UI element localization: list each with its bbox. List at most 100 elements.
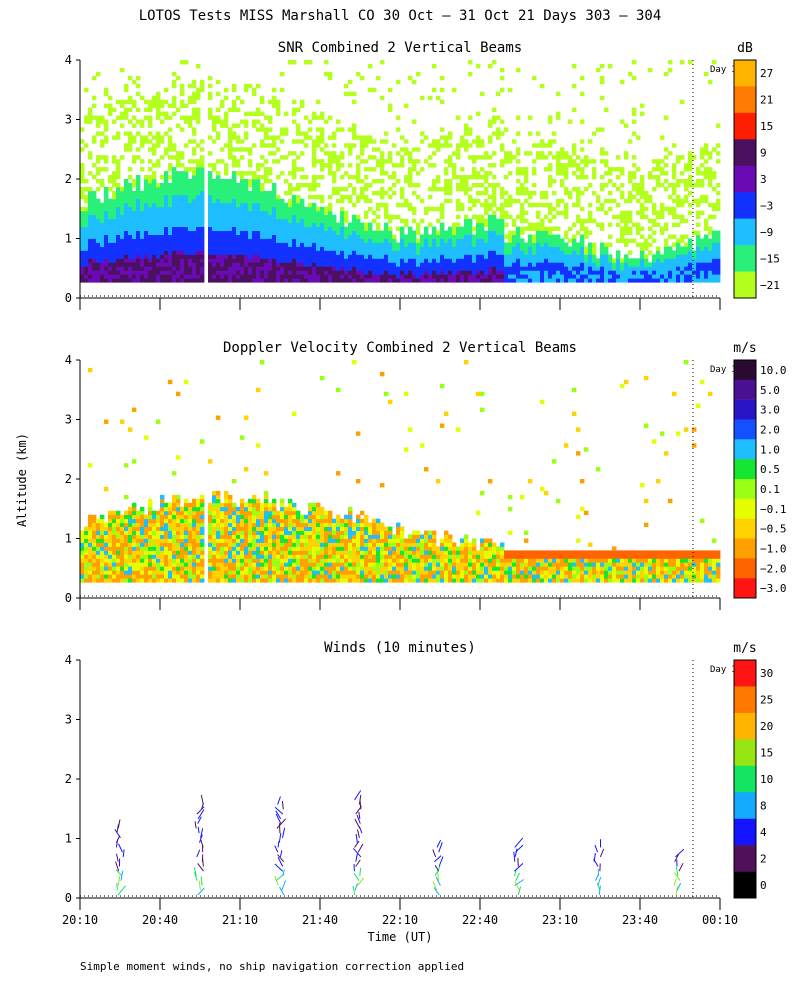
snr-cell bbox=[492, 270, 497, 275]
snr-cell bbox=[596, 194, 601, 200]
snr-cell bbox=[276, 274, 281, 279]
snr-cell bbox=[160, 246, 165, 251]
snr-cell bbox=[272, 258, 277, 263]
velocity-cell bbox=[188, 542, 193, 547]
snr-cell bbox=[340, 210, 345, 216]
snr-cell bbox=[664, 278, 669, 283]
snr-cell bbox=[508, 270, 513, 275]
snr-cell bbox=[344, 254, 349, 259]
snr-cell bbox=[132, 242, 137, 247]
snr-cell bbox=[100, 183, 105, 188]
snr-cell bbox=[680, 258, 685, 263]
snr-cell bbox=[144, 254, 149, 259]
velocity-cell bbox=[176, 566, 181, 571]
snr-cell bbox=[288, 258, 293, 263]
snr-cell bbox=[396, 258, 401, 263]
snr-cell bbox=[456, 222, 461, 227]
snr-cell bbox=[152, 186, 157, 192]
snr-cell bbox=[356, 171, 361, 176]
snr-cell bbox=[272, 206, 277, 212]
snr-cell bbox=[220, 210, 225, 216]
snr-cell bbox=[136, 278, 141, 283]
snr-cell bbox=[436, 242, 441, 247]
velocity-cell bbox=[116, 510, 121, 516]
snr-cell bbox=[80, 246, 85, 251]
snr-cell bbox=[164, 111, 169, 116]
snr-cell bbox=[592, 274, 597, 279]
snr-cell bbox=[588, 258, 593, 263]
snr-cell bbox=[80, 206, 85, 212]
snr-cell bbox=[360, 242, 365, 247]
snr-cell bbox=[564, 206, 569, 212]
snr-cell bbox=[440, 230, 445, 235]
velocity-cell bbox=[196, 550, 201, 555]
snr-cell bbox=[468, 254, 473, 259]
velocity-cell bbox=[136, 510, 141, 516]
snr-cell bbox=[128, 274, 133, 279]
snr-cell bbox=[560, 147, 565, 152]
snr-cell bbox=[704, 258, 709, 263]
snr-cell bbox=[688, 159, 693, 164]
snr-cell bbox=[236, 135, 241, 140]
snr-cell bbox=[124, 206, 129, 212]
snr-cell bbox=[124, 258, 129, 263]
snr-cell bbox=[252, 206, 257, 212]
snr-cell bbox=[664, 155, 669, 160]
snr-cell bbox=[172, 274, 177, 279]
snr-cell bbox=[540, 242, 545, 247]
snr-cell bbox=[160, 226, 165, 231]
snr-cell bbox=[168, 190, 173, 196]
velocity-cell bbox=[104, 534, 109, 539]
snr-cell bbox=[636, 258, 641, 263]
snr-cell bbox=[196, 171, 201, 176]
snr-cell bbox=[708, 155, 713, 160]
snr-cell bbox=[268, 202, 273, 208]
snr-cell bbox=[224, 222, 229, 227]
snr-cell bbox=[588, 159, 593, 164]
velocity-cell bbox=[144, 542, 149, 547]
snr-cell bbox=[700, 258, 705, 263]
snr-cell bbox=[412, 242, 417, 247]
snr-cell bbox=[152, 194, 157, 200]
snr-cell bbox=[272, 190, 277, 196]
snr-cell bbox=[128, 270, 133, 275]
snr-cell bbox=[576, 194, 581, 200]
velocity-cell bbox=[96, 554, 101, 559]
velocity-cell bbox=[116, 542, 121, 547]
snr-cell bbox=[708, 214, 713, 220]
snr-cell bbox=[592, 242, 597, 247]
snr-cell bbox=[352, 186, 357, 192]
snr-cell bbox=[396, 179, 401, 184]
velocity-cell bbox=[212, 534, 217, 539]
snr-cell bbox=[636, 226, 641, 231]
snr-cell bbox=[388, 226, 393, 231]
snr-cell bbox=[128, 246, 133, 251]
velocity-cell bbox=[88, 463, 93, 468]
snr-cell bbox=[596, 198, 601, 204]
snr-cell bbox=[500, 262, 505, 267]
snr-cell bbox=[272, 183, 277, 188]
snr-cell bbox=[80, 194, 85, 200]
snr-cell bbox=[536, 270, 541, 275]
snr-cell bbox=[352, 123, 357, 128]
velocity-cell bbox=[172, 471, 177, 476]
snr-cell bbox=[624, 151, 629, 156]
snr-cell bbox=[700, 274, 705, 279]
snr-cell bbox=[676, 242, 681, 247]
snr-cell bbox=[104, 139, 109, 144]
snr-cell bbox=[624, 226, 629, 231]
snr-cell bbox=[104, 194, 109, 200]
snr-cell bbox=[344, 246, 349, 251]
snr-cell bbox=[492, 234, 497, 239]
snr-cell bbox=[168, 246, 173, 251]
snr-cell bbox=[500, 234, 505, 239]
snr-cell bbox=[716, 234, 721, 239]
snr-cell bbox=[276, 194, 281, 200]
snr-cell bbox=[216, 254, 221, 259]
snr-cell bbox=[576, 254, 581, 259]
snr-cell bbox=[232, 186, 237, 192]
snr-cell bbox=[712, 258, 717, 263]
snr-cell bbox=[708, 171, 713, 176]
snr-cell bbox=[212, 278, 217, 283]
snr-cell bbox=[304, 115, 309, 120]
